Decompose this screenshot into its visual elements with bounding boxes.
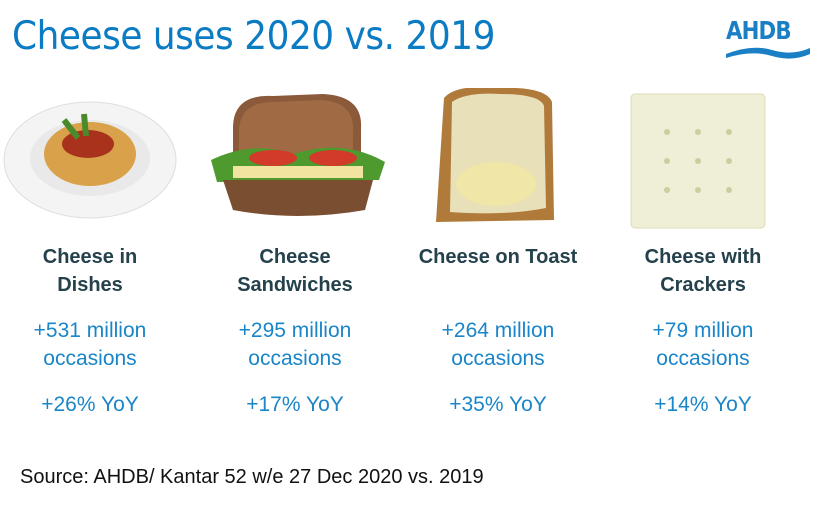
item-name-line1: Cheese	[259, 246, 331, 268]
occasions-label: occasions	[248, 347, 342, 370]
item-name-line1: Cheese in	[42, 246, 138, 268]
item-name-line2: Crackers	[660, 274, 746, 296]
spaghetti-image	[0, 88, 192, 233]
page-title: Cheese uses 2020 vs. 2019	[12, 14, 495, 59]
yoy-change: +35% YoY	[449, 393, 547, 416]
item-cheese-with-crackers: Cheese with Crackers +79 million occasions…	[601, 88, 805, 417]
occasions-label: occasions	[656, 347, 750, 370]
occasions-value: +295 million	[238, 319, 352, 342]
item-name-line1: Cheese on Toast	[418, 246, 578, 268]
ahdb-logo: AHDB	[722, 16, 812, 61]
yoy-change: +26% YoY	[41, 393, 139, 416]
item-name-line2: Dishes	[57, 274, 123, 296]
source-note: Source: AHDB/ Kantar 52 w/e 27 Dec 2020 …	[20, 466, 484, 488]
item-cheese-sandwiches: Cheese Sandwiches +295 million occasions +…	[193, 88, 397, 417]
yoy-change: +17% YoY	[246, 393, 344, 416]
item-name-line1: Cheese with	[644, 246, 762, 268]
sandwich-image	[193, 88, 397, 233]
occasions-value: +531 million	[33, 319, 147, 342]
cheese-toast-image	[396, 88, 600, 233]
yoy-change: +14% YoY	[654, 393, 752, 416]
item-cheese-on-toast: Cheese on Toast +264 million occasions +3…	[396, 88, 600, 417]
occasions-value: +264 million	[441, 319, 555, 342]
occasions-value: +79 million	[652, 319, 754, 342]
logo-text: AHDB	[726, 16, 792, 45]
item-cheese-in-dishes: Cheese in Dishes +531 million occasions +2…	[0, 88, 192, 417]
logo-wave-icon	[726, 47, 810, 59]
occasions-label: occasions	[451, 347, 545, 370]
item-name-line2: Sandwiches	[237, 274, 353, 296]
occasions-label: occasions	[43, 347, 137, 370]
cracker-image	[601, 88, 805, 233]
